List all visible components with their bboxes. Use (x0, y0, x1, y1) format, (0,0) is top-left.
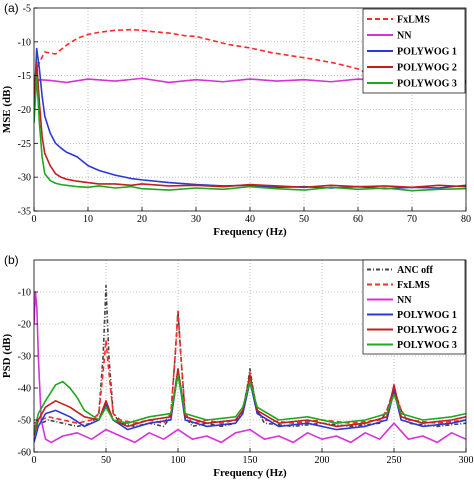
legend-label-anc-off: ANC off (397, 265, 433, 276)
y-tick-label: -10 (18, 37, 31, 48)
chart-panel-b: 0 50 100 150 200 250 300 -60 -50 -40 -30 -20 -10 Freq… (1, 253, 474, 479)
series-line-polywog-2 (34, 61, 466, 189)
x-axis-label: Frequency (Hz) (213, 467, 287, 479)
panel-label: (b) (4, 253, 19, 267)
legend: ANC off FxLMS NN POLYWOG 1 POLYWOG 2 POLYWOG … (362, 259, 466, 355)
legend-label-polywog-1: POLYWOG 1 (397, 310, 457, 321)
legend-label-polywog-3: POLYWOG 3 (397, 79, 457, 90)
x-tick-label: 50 (101, 455, 111, 466)
legend-label-polywog-2: POLYWOG 2 (397, 63, 457, 74)
x-tick-label: 150 (243, 455, 258, 466)
x-tick-label: 300 (459, 455, 474, 466)
legend-label-fxlms: FxLMS (397, 280, 430, 291)
y-tick-label: -20 (18, 105, 31, 116)
x-axis-label: Frequency (Hz) (213, 226, 287, 238)
y-axis-label: PSD (dB) (1, 334, 13, 379)
x-tick-label: 250 (387, 455, 402, 466)
legend-box (362, 259, 466, 355)
y-tick-label: -30 (18, 173, 31, 184)
y-tick-label: -30 (18, 352, 31, 363)
y-tick-label: -60 (18, 448, 31, 459)
legend: FxLMS NN POLYWOG 1 POLYWOG 2 POLYWOG 3 (362, 8, 466, 94)
y-tick-label: -50 (18, 416, 31, 427)
series-line-polywog-1 (34, 371, 466, 443)
legend-label-nn: NN (397, 295, 412, 306)
x-tick-label: 30 (191, 214, 201, 225)
y-axis-label: MSE (dB) (1, 85, 13, 133)
x-tick-label: 0 (32, 214, 37, 225)
chart-panel-a: 0 10 20 30 40 50 60 70 80 -35 -30 -25 -20 -15 -10 -5 Fre… (1, 1, 471, 238)
x-tick-label: 80 (461, 214, 471, 225)
y-tick-label: -5 (23, 4, 31, 15)
y-tick-label: -15 (18, 71, 31, 82)
x-tick-label: 20 (137, 214, 147, 225)
x-tick-label: 200 (315, 455, 330, 466)
legend-label-polywog-2: POLYWOG 2 (397, 325, 457, 336)
x-tick-label: 60 (353, 214, 363, 225)
series-group (34, 284, 466, 444)
y-tick-label: -40 (18, 384, 31, 395)
x-tick-label: 100 (171, 455, 186, 466)
x-tick-label: 40 (245, 214, 255, 225)
legend-label-polywog-3: POLYWOG 3 (397, 340, 457, 351)
x-tick-label: 70 (407, 214, 417, 225)
series-line-polywog-3 (34, 74, 466, 192)
series-line-polywog-1 (34, 47, 466, 190)
series-line-polywog-3 (34, 374, 466, 433)
x-tick-label: 50 (299, 214, 309, 225)
y-tick-label: -20 (18, 320, 31, 331)
y-tick-label: -25 (18, 139, 31, 150)
x-tick-label: 10 (83, 214, 93, 225)
legend-label-nn: NN (397, 31, 412, 42)
y-tick-label: -10 (18, 288, 31, 299)
y-tick-label: -35 (18, 207, 31, 218)
x-tick-label: 0 (32, 455, 37, 466)
legend-label-polywog-1: POLYWOG 1 (397, 47, 457, 58)
series-line-nn (34, 291, 466, 444)
panel-label: (a) (4, 1, 19, 15)
legend-label-fxlms: FxLMS (397, 15, 430, 26)
